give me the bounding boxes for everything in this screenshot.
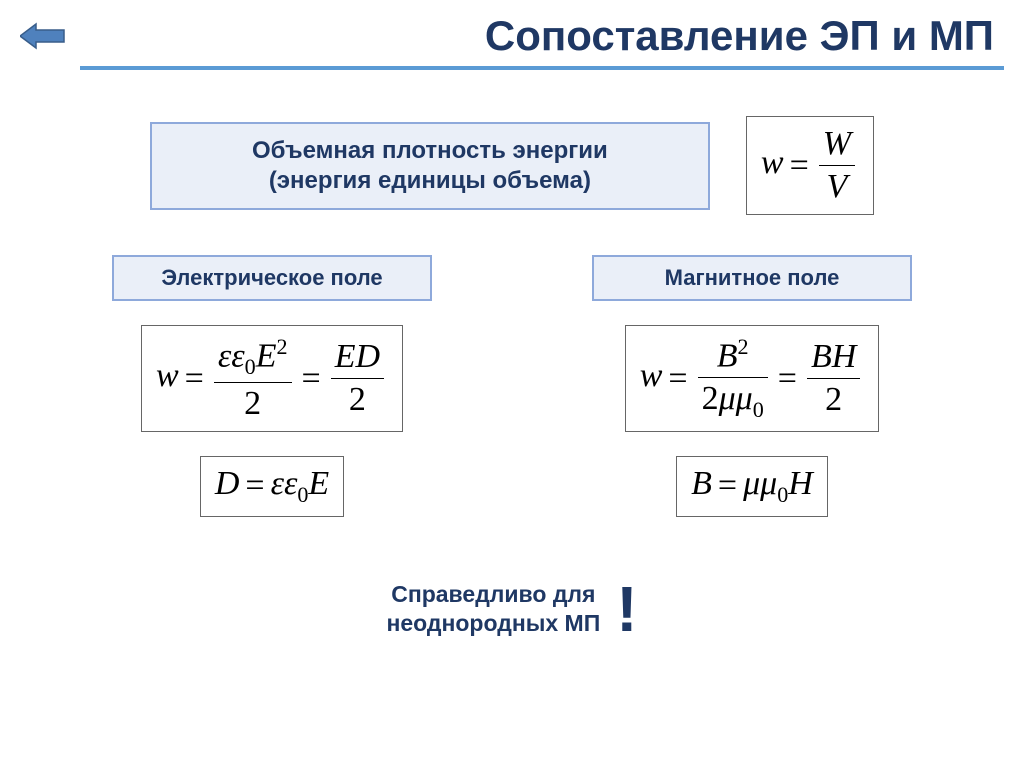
fx: B — [717, 337, 738, 374]
fx: 2 — [276, 334, 287, 359]
back-arrow-icon[interactable] — [20, 21, 66, 51]
fx: W — [819, 125, 855, 165]
fx: 2 — [738, 334, 749, 359]
fx: BH — [807, 338, 860, 378]
fx: D — [215, 465, 240, 502]
magnetic-column: Магнитное поле w=B22μμ0=BH2 B=μμ0H — [562, 255, 942, 517]
description-box: Объемная плотность энергии (энергия един… — [150, 122, 710, 210]
fx: εε — [218, 337, 245, 374]
fx: w — [761, 144, 784, 181]
fx: E — [256, 337, 277, 374]
description-line1: Объемная плотность энергии — [162, 136, 698, 166]
fx: B — [691, 465, 712, 502]
electric-column: Электрическое поле w=εε0E22=ED2 D=εε0E — [82, 255, 462, 517]
title-underline — [80, 66, 1004, 70]
fx: H — [788, 465, 813, 502]
magnetic-formula-1: w=B22μμ0=BH2 — [625, 325, 880, 432]
fx: 2 — [702, 380, 719, 417]
electric-formula-2: D=εε0E — [200, 456, 344, 517]
fx: μμ — [719, 380, 753, 417]
fx: V — [819, 165, 855, 206]
description-line2: (энергия единицы объема) — [162, 166, 698, 196]
fx: 0 — [777, 482, 788, 507]
fx: w — [640, 357, 663, 394]
fx: 2 — [331, 378, 384, 419]
fx: εε — [271, 465, 298, 502]
footer-line2: неоднородных МП — [386, 609, 600, 638]
magnetic-header: Магнитное поле — [592, 255, 912, 301]
fx: 0 — [297, 482, 308, 507]
fx: 2 — [214, 382, 292, 423]
fx: E — [308, 465, 329, 502]
magnetic-formula-2: B=μμ0H — [676, 456, 828, 517]
exclamation-icon: ! — [616, 577, 637, 641]
fx: w — [156, 357, 179, 394]
electric-header: Электрическое поле — [112, 255, 432, 301]
footer-line1: Справедливо для — [386, 580, 600, 609]
fx: 0 — [753, 397, 764, 422]
page-title: Сопоставление ЭП и МП — [66, 12, 1004, 60]
fx: μμ — [743, 465, 777, 502]
electric-formula-1: w=εε0E22=ED2 — [141, 325, 403, 432]
fx: 2 — [807, 378, 860, 419]
fx: ED — [331, 338, 384, 378]
fx: 0 — [245, 354, 256, 379]
footer-note: Справедливо для неоднородных МП ! — [0, 577, 1024, 641]
density-formula: w=WV — [746, 116, 874, 215]
